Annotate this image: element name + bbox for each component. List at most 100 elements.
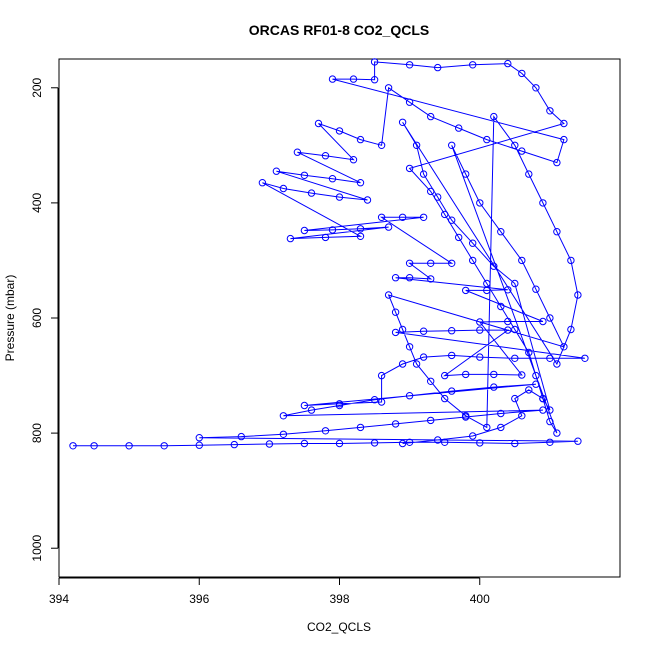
data-point	[441, 371, 449, 380]
data-point	[511, 141, 519, 150]
x-axis-label: CO2_QCLS	[307, 620, 371, 634]
data-point	[539, 199, 547, 207]
data-point	[300, 226, 309, 235]
data-point	[483, 279, 491, 288]
data-point	[539, 406, 547, 414]
data-point	[448, 259, 456, 267]
data-point	[328, 226, 337, 234]
data-point	[581, 354, 589, 362]
data-point	[398, 118, 407, 127]
data-point	[370, 58, 379, 66]
y-axis: 200 400 600 800 1000	[30, 77, 59, 562]
data-point	[490, 370, 498, 379]
data-point	[518, 412, 526, 420]
data-point	[391, 308, 400, 316]
data-point	[539, 394, 547, 403]
data-point	[321, 233, 330, 242]
data-point	[511, 279, 519, 288]
data-point	[497, 423, 505, 432]
data-point	[405, 98, 414, 106]
data-point	[462, 370, 470, 379]
data-point	[497, 302, 505, 311]
data-point	[370, 76, 379, 84]
data-point	[504, 317, 512, 326]
data-point	[314, 119, 323, 128]
data-point	[525, 348, 533, 357]
data-point	[370, 439, 379, 447]
data-point	[307, 406, 316, 414]
data-point	[419, 213, 428, 222]
data-point	[419, 327, 428, 335]
data-point	[356, 135, 365, 144]
data-point	[497, 409, 505, 418]
data-point	[448, 351, 456, 360]
data-point	[125, 442, 133, 450]
data-point	[427, 377, 435, 385]
data-point	[462, 286, 470, 295]
data-point	[398, 439, 407, 448]
data-point	[398, 325, 407, 334]
data-point	[377, 141, 386, 150]
data-point	[560, 135, 568, 144]
data-point	[195, 441, 204, 449]
x-tick-label: 398	[329, 592, 349, 606]
data-point	[483, 135, 491, 144]
data-point	[230, 440, 239, 449]
data-point	[434, 63, 442, 72]
data-point	[469, 239, 477, 247]
data-point	[363, 196, 372, 204]
data-point	[279, 430, 288, 438]
data-point	[539, 317, 547, 326]
data-point	[356, 423, 365, 432]
data-point	[195, 434, 204, 442]
data-point	[405, 392, 414, 400]
data-point	[427, 112, 435, 121]
data-point	[546, 438, 554, 446]
data-point	[462, 170, 470, 178]
data-point	[546, 406, 554, 414]
data-point	[511, 354, 519, 362]
data-point	[441, 438, 449, 446]
data-point	[476, 326, 484, 334]
data-point	[448, 387, 456, 395]
data-point	[349, 156, 358, 164]
data-point	[349, 75, 358, 83]
y-axis-label: Pressure (mbar)	[3, 275, 17, 362]
data-point	[434, 193, 442, 201]
data-point	[427, 187, 435, 196]
data-point	[497, 228, 505, 236]
data-point	[356, 225, 365, 233]
data-point	[419, 170, 428, 178]
data-point	[405, 164, 414, 173]
data-point	[567, 325, 575, 334]
data-point	[279, 184, 288, 193]
data-point	[328, 175, 337, 183]
data-point	[511, 325, 519, 334]
data-point	[560, 343, 568, 351]
data-point	[391, 328, 400, 337]
data-point	[504, 326, 512, 334]
data-point	[405, 274, 414, 282]
data-point	[335, 439, 344, 448]
data-point	[356, 232, 365, 241]
data-point	[384, 84, 393, 92]
data-point	[272, 167, 281, 175]
data-point	[532, 371, 540, 380]
data-point	[412, 141, 421, 150]
data-point	[300, 171, 309, 180]
series-layer	[69, 58, 589, 450]
data-point	[258, 179, 267, 187]
data-point	[377, 213, 386, 222]
data-point	[476, 199, 484, 207]
data-point	[553, 429, 561, 437]
data-point	[441, 394, 449, 403]
data-point	[391, 274, 400, 282]
data-point	[69, 442, 77, 450]
data-point	[370, 396, 379, 404]
x-tick-label: 396	[189, 592, 209, 606]
data-point	[553, 360, 561, 368]
y-tick-label: 1000	[30, 535, 44, 562]
data-point	[525, 386, 533, 394]
data-point	[560, 119, 568, 128]
